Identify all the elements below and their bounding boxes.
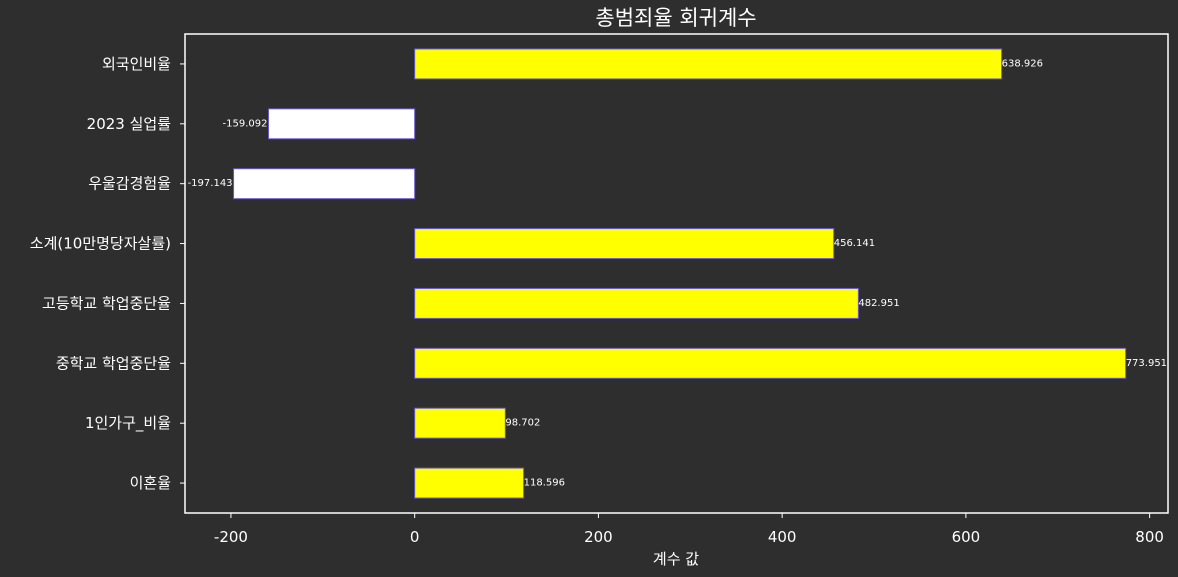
plot-frame — [184, 33, 1169, 514]
x-tick-label: 200 — [584, 528, 613, 546]
category-label: 고등학교 학업중단율 — [42, 294, 171, 312]
bar — [414, 347, 1127, 379]
value-label: 482.951 — [858, 298, 899, 309]
x-tick-label: 800 — [1135, 528, 1164, 546]
value-label: 773.951 — [1126, 358, 1167, 369]
chart-title: 총범죄율 회귀계수 — [595, 6, 756, 30]
value-label: 118.596 — [524, 478, 565, 489]
value-label: 456.141 — [834, 238, 875, 249]
category-label: 이혼율 — [130, 474, 171, 492]
value-label: -197.143 — [188, 178, 233, 189]
bar — [414, 467, 525, 499]
bar — [268, 108, 416, 140]
category-label: 소계(10만명당자살률) — [30, 235, 171, 253]
category-label: 1인가구_비율 — [85, 414, 171, 433]
bar — [414, 287, 859, 319]
value-label: -159.092 — [223, 118, 268, 129]
bar — [414, 228, 835, 260]
bar — [233, 168, 416, 200]
category-label: 2023 실업률 — [87, 115, 172, 133]
bar — [414, 48, 1003, 80]
x-tick-label: 400 — [768, 528, 797, 546]
x-axis-label: 계수 값 — [653, 550, 699, 568]
value-label: 98.702 — [505, 418, 540, 429]
category-label: 중학교 학업중단율 — [56, 354, 171, 372]
x-tick-label: 0 — [410, 528, 420, 546]
category-label: 우울감경험율 — [88, 175, 171, 193]
value-label: 638.926 — [1002, 58, 1043, 69]
x-tick-label: 600 — [952, 528, 981, 546]
x-tick-label: -200 — [214, 528, 248, 546]
bar — [414, 407, 506, 439]
category-label: 외국인비율 — [102, 55, 171, 73]
